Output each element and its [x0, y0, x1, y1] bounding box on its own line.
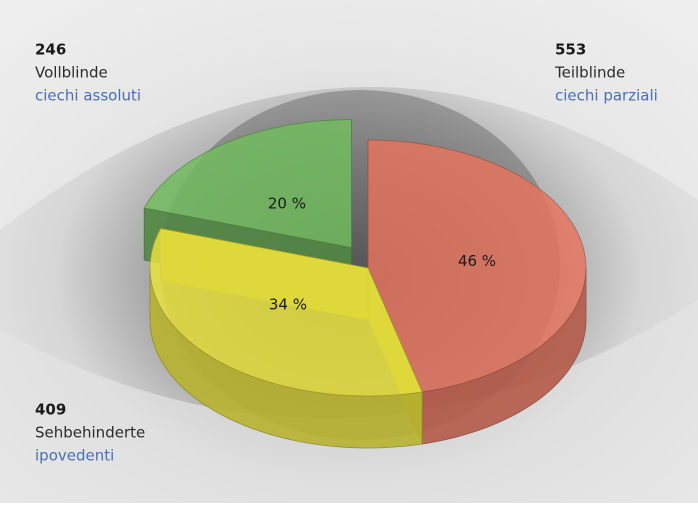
category-label: Sehbehinderte: [35, 424, 145, 442]
category-label: Vollblinde: [35, 64, 108, 82]
percent-label: 20 %: [268, 195, 306, 213]
chart: 20 % 46 % 34 % 553 Teilblinde ciechi parzial…: [0, 0, 698, 503]
subcategory-label: ipovedenti: [35, 447, 114, 465]
count-label: 553: [555, 41, 586, 59]
category-label: Teilblinde: [554, 64, 625, 82]
count-label: 409: [35, 401, 66, 419]
count-label: 246: [35, 41, 66, 59]
percent-label: 46 %: [458, 252, 496, 270]
subcategory-label: ciechi assoluti: [35, 87, 141, 105]
subcategory-label: ciechi parziali: [555, 87, 658, 105]
percent-label: 34 %: [269, 295, 307, 313]
